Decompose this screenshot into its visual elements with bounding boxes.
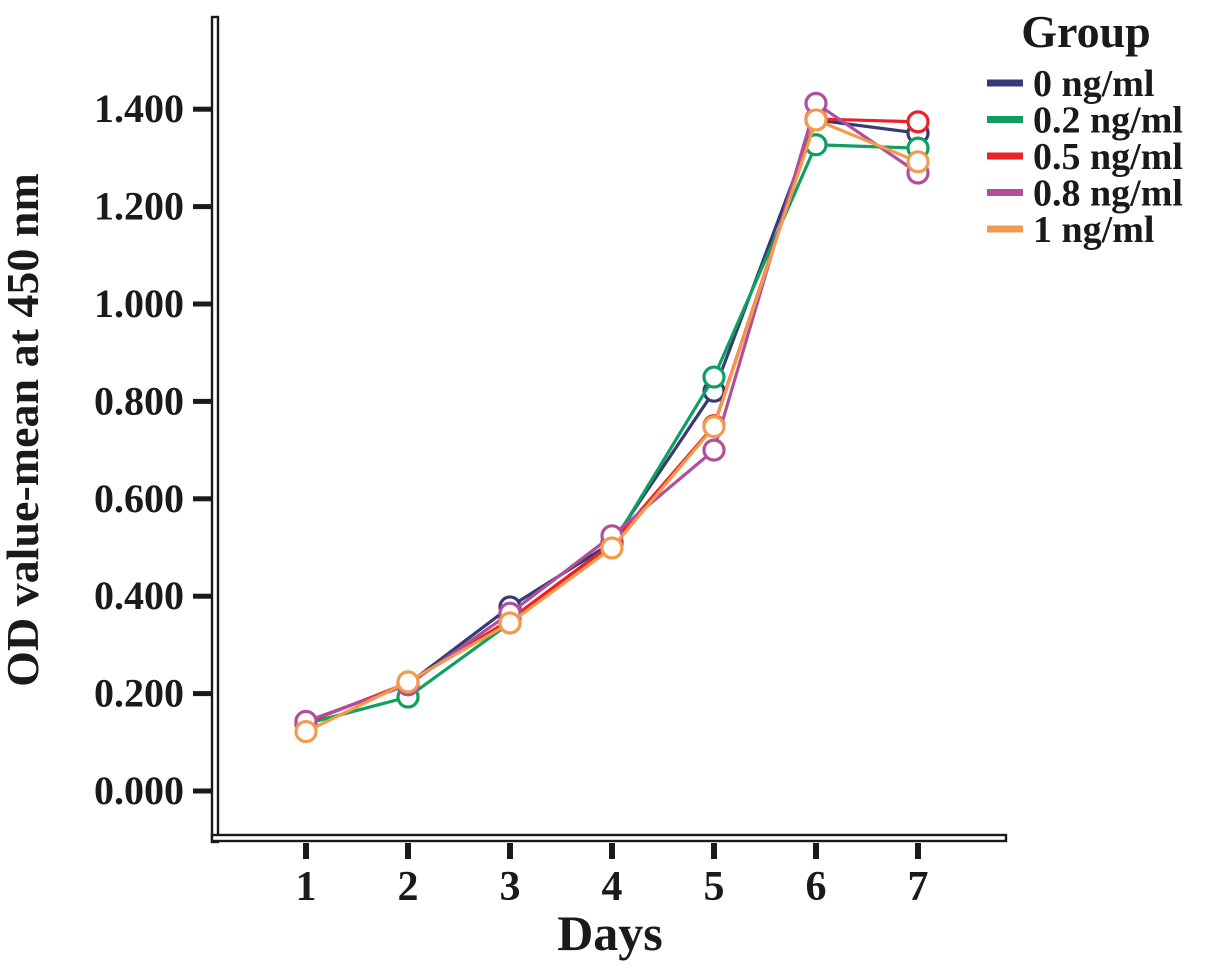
x-tick [609,843,615,859]
legend-rows: 0 ng/ml0.2 ng/ml0.5 ng/ml0.8 ng/ml1 ng/m… [987,63,1183,251]
series-line-0.8-ng-ml [304,101,920,723]
data-point-marker [498,611,522,635]
legend-label: 1 ng/ml [1033,209,1154,251]
data-point-marker [294,719,318,744]
y-tick [193,593,211,599]
x-tick [303,843,309,859]
y-tick-label: 1.200 [94,184,184,229]
series-line-0.5-ng-ml [304,117,920,725]
y-tick [193,496,211,502]
data-point-marker [600,536,624,560]
x-tick [915,843,921,859]
data-point-marker [396,670,420,694]
legend-label: 0.2 ng/ml [1033,100,1183,142]
data-point-marker [906,150,930,174]
series-line-0-ng-ml [304,118,920,724]
x-tick [405,843,411,859]
x-axis-ticks: 1 2 3 4 5 6 7 [296,843,929,910]
y-tick [193,106,211,112]
y-tick [193,301,211,307]
y-tick-label: 0.400 [94,573,184,618]
legend-label: 0.5 ng/ml [1033,136,1183,178]
data-point-marker [702,438,726,462]
x-tick-label: 5 [704,864,725,910]
y-tick [193,398,211,404]
y-tick [193,691,211,697]
legend-label: 0 ng/ml [1033,63,1154,105]
y-tick [193,204,211,210]
y-axis-ticks: 0.000 0.200 0.400 0.600 0.800 1.000 1.200 1.400 [94,86,211,813]
y-tick-label: 1.000 [94,281,184,326]
y-axis-title: OD value-mean at 450 nm [0,173,48,687]
x-tick-label: 4 [602,864,623,910]
x-tick-label: 7 [908,864,929,910]
axes [210,15,1008,844]
data-point-marker [702,415,726,439]
x-axis-title: Days [557,905,663,961]
y-axis-spine [210,15,220,844]
y-tick-label: 0.600 [94,476,184,521]
x-tick-label: 3 [500,864,521,910]
legend: Group 0 ng/ml0.2 ng/ml0.5 ng/ml0.8 ng/ml… [987,6,1183,251]
data-point-marker [804,108,828,132]
y-tick-label: 0.000 [94,768,184,813]
legend-title: Group [1021,6,1151,57]
x-tick-label: 6 [806,864,827,910]
y-tick [193,788,211,794]
x-tick [711,843,717,859]
x-tick-label: 2 [398,864,419,910]
y-tick-label: 0.200 [94,671,184,716]
x-tick [813,843,819,859]
plot-area [294,91,930,744]
y-tick-label: 1.400 [94,86,184,131]
data-point-marker [906,110,930,134]
legend-label: 0.8 ng/ml [1033,173,1183,215]
data-point-marker [702,365,726,389]
x-axis-spine [210,833,1008,843]
y-tick-label: 0.800 [94,378,184,423]
x-tick-label: 1 [296,864,317,910]
x-tick [507,843,513,859]
series-line-1-ng-ml [304,118,920,734]
series-line-0.2-ng-ml [304,143,920,726]
